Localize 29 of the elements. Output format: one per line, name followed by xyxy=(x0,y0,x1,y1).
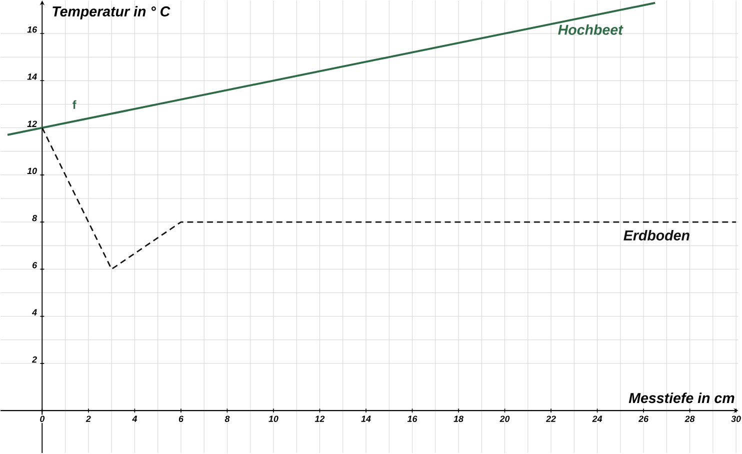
y-tick-label: 6 xyxy=(32,262,38,269)
series-label: Hochbeet xyxy=(558,24,624,36)
x-tick-label: 26 xyxy=(638,416,649,422)
x-tick-label: 6 xyxy=(178,416,184,422)
x-tick-label: 4 xyxy=(132,416,138,422)
x-tick-label: 0 xyxy=(40,416,45,422)
x-tick-label: 24 xyxy=(592,416,602,422)
x-tick-label: 16 xyxy=(407,416,418,422)
y-axis-title: Temperatur in ° C xyxy=(52,6,170,20)
x-tick-label: 2 xyxy=(86,416,91,422)
x-tick-label: 14 xyxy=(361,416,371,422)
y-tick-label: 2 xyxy=(32,356,37,363)
y-tick-label: 16 xyxy=(27,26,38,33)
x-axis-title: Messtiefe in cm xyxy=(628,392,734,404)
annotation: f xyxy=(72,100,76,110)
x-tick-label: 8 xyxy=(224,416,230,422)
x-tick-label: 20 xyxy=(500,416,510,422)
series-label: Erdboden xyxy=(624,230,690,241)
y-tick-label: 8 xyxy=(32,215,38,222)
y-tick-label: 14 xyxy=(27,74,37,80)
x-tick-label: 10 xyxy=(268,416,278,422)
y-tick-label: 10 xyxy=(27,168,37,174)
x-tick-label: 12 xyxy=(314,416,325,422)
x-tick-label: 30 xyxy=(731,416,741,422)
x-tick-label: 18 xyxy=(454,416,464,422)
x-tick-label: 28 xyxy=(684,416,695,422)
y-tick-label: 12 xyxy=(27,120,37,128)
y-tick-label: 4 xyxy=(32,310,37,316)
x-tick-label: 22 xyxy=(546,416,556,422)
